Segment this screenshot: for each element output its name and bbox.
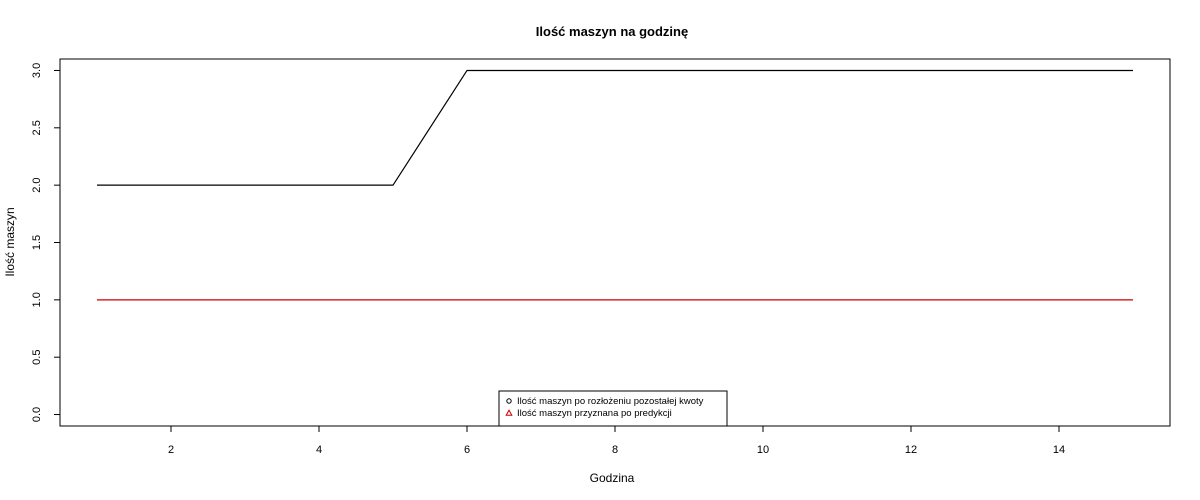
y-axis-label: Ilość maszyn xyxy=(3,207,17,276)
y-axis: 0.0 0.5 1.0 1.5 2.0 2.5 3.0 xyxy=(31,63,60,422)
x-tick-label: 6 xyxy=(464,444,470,456)
legend-label: Ilość maszyn po rozłożeniu pozostałej kw… xyxy=(517,396,704,407)
x-axis: 2 4 6 8 10 12 14 xyxy=(168,426,1065,456)
y-tick-label: 1.0 xyxy=(31,292,43,307)
x-tick-label: 14 xyxy=(1053,444,1065,456)
y-tick-label: 3.0 xyxy=(31,63,43,78)
x-tick-label: 10 xyxy=(757,444,769,456)
x-tick-label: 2 xyxy=(168,444,174,456)
y-tick-label: 2.0 xyxy=(31,178,43,193)
legend-box xyxy=(498,390,728,427)
legend: Ilość maszyn po rozłożeniu pozostałej kw… xyxy=(498,390,728,427)
legend-marker-triangle xyxy=(505,409,513,416)
chart-title: Ilość maszyn na godzinę xyxy=(536,24,688,39)
y-tick-label: 0.0 xyxy=(31,407,43,422)
x-tick-label: 12 xyxy=(905,444,917,456)
series-layer xyxy=(97,69,1133,301)
legend-marker-circle xyxy=(506,398,512,404)
series-line-1 xyxy=(97,69,1133,186)
legend-label: Ilość maszyn przyznana po predykcji xyxy=(517,408,672,419)
y-tick-label: 0.5 xyxy=(31,350,43,365)
x-tick-label: 4 xyxy=(316,444,322,456)
y-tick-label: 1.5 xyxy=(31,235,43,250)
x-tick-label: 8 xyxy=(612,444,618,456)
y-tick-label: 2.5 xyxy=(31,120,43,135)
x-axis-label: Godzina xyxy=(590,471,635,485)
plot-frame xyxy=(59,58,1171,427)
